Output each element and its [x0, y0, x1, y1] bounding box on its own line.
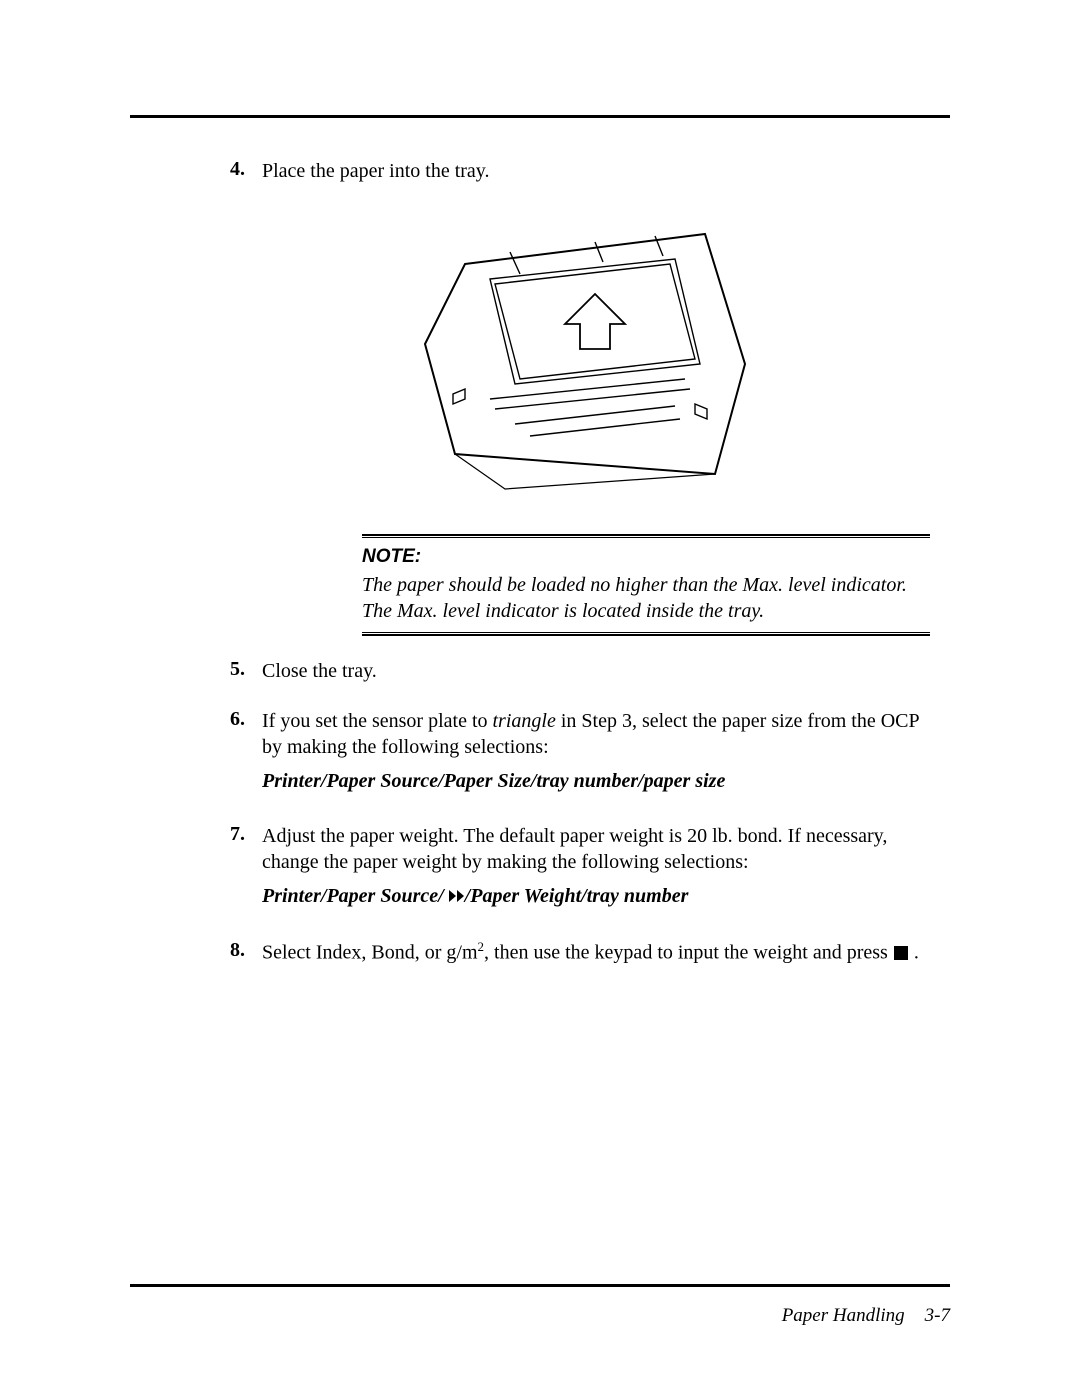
bottom-rule — [130, 1284, 950, 1287]
step-body: Adjust the paper weight. The default pap… — [262, 823, 940, 925]
italic-word: triangle — [493, 710, 556, 732]
step-text: Select Index, Bond, or g/m2, then use th… — [262, 939, 940, 966]
text-part: If you set the sensor plate to — [262, 710, 493, 732]
note-rule — [362, 632, 930, 633]
step-number: 7. — [230, 823, 262, 846]
step-body: If you set the sensor plate to triangle … — [262, 708, 940, 809]
step-number: 6. — [230, 708, 262, 731]
tray-svg — [395, 204, 775, 504]
step-text: Adjust the paper weight. The default pap… — [262, 825, 887, 873]
instructions-list: 4. Place the paper into the tray. — [230, 158, 940, 966]
fast-forward-icon — [449, 886, 465, 909]
step-number: 5. — [230, 658, 262, 681]
text-part: Select Index, Bond, or g/m — [262, 942, 478, 964]
text-part: . — [909, 942, 919, 964]
step-5: 5. Close the tray. — [230, 658, 940, 684]
note-rule — [362, 537, 930, 538]
tray-illustration — [395, 204, 775, 504]
step-6: 6. If you set the sensor plate to triang… — [230, 708, 940, 809]
stop-icon — [894, 946, 908, 960]
step-number: 4. — [230, 158, 262, 181]
step-8: 8. Select Index, Bond, or g/m2, then use… — [230, 939, 940, 966]
page-footer: Paper Handling 3-7 — [130, 1284, 950, 1327]
step-text: If you set the sensor plate to triangle … — [262, 710, 919, 758]
menu-path: Printer/Paper Source/ /Paper Weight/tray… — [262, 885, 940, 909]
section-name: Paper Handling — [782, 1305, 905, 1326]
path-part: Printer/Paper Source/ — [262, 885, 449, 907]
footer-text: Paper Handling 3-7 — [130, 1305, 950, 1327]
page-number: 3-7 — [925, 1305, 950, 1326]
text-part: , then use the keypad to input the weigh… — [484, 942, 893, 964]
top-rule — [130, 115, 950, 118]
note-label: NOTE: — [362, 546, 930, 568]
note-rule — [362, 534, 930, 536]
path-part: /Paper Weight/tray number — [465, 885, 689, 907]
menu-path: Printer/Paper Source/Paper Size/tray num… — [262, 770, 940, 793]
page-content: 4. Place the paper into the tray. — [0, 0, 1080, 966]
step-text: Place the paper into the tray. — [262, 158, 940, 184]
step-4: 4. Place the paper into the tray. — [230, 158, 940, 184]
note-block: NOTE: The paper should be loaded no high… — [362, 534, 930, 636]
note-rule — [362, 634, 930, 636]
note-text: The paper should be loaded no higher tha… — [362, 572, 930, 624]
step-number: 8. — [230, 939, 262, 962]
step-7: 7. Adjust the paper weight. The default … — [230, 823, 940, 925]
step-text: Close the tray. — [262, 658, 940, 684]
